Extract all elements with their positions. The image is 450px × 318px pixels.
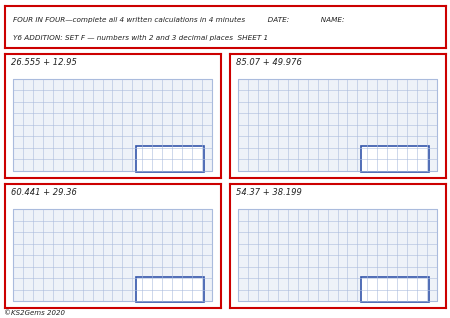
Text: 26.555 + 12.95: 26.555 + 12.95 [11, 58, 77, 67]
Bar [136, 146, 204, 172]
Text: FOUR IN FOUR—complete all 4 written calculations in 4 minutes          DATE:    : FOUR IN FOUR—complete all 4 written calc… [14, 17, 345, 23]
Bar [13, 79, 212, 171]
Bar [361, 277, 429, 302]
Bar [361, 146, 429, 172]
Bar [238, 209, 437, 301]
Bar [136, 277, 204, 302]
Text: Y6 ADDITION: SET F — numbers with 2 and 3 decimal places  SHEET 1: Y6 ADDITION: SET F — numbers with 2 and … [14, 35, 269, 41]
Text: 85.07 + 49.976: 85.07 + 49.976 [236, 58, 302, 67]
Text: 60.441 + 29.36: 60.441 + 29.36 [11, 188, 77, 197]
Text: 54.37 + 38.199: 54.37 + 38.199 [236, 188, 302, 197]
Bar [13, 209, 212, 301]
Bar [238, 79, 437, 171]
Text: ©KS2Gems 2020: ©KS2Gems 2020 [4, 310, 66, 316]
